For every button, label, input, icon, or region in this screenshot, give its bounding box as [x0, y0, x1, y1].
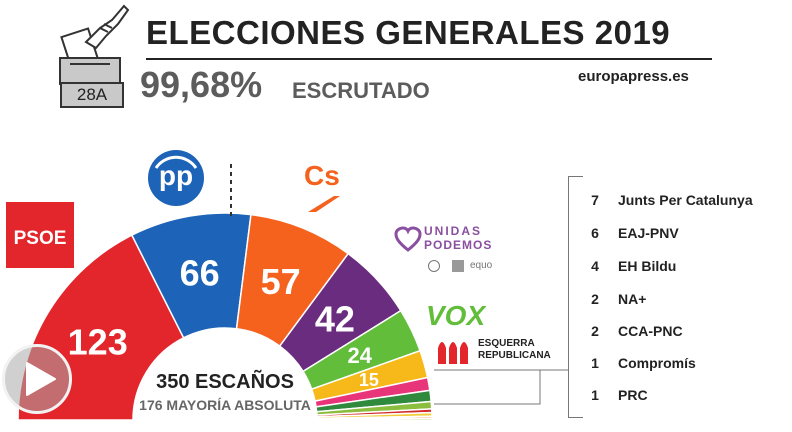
seat-count-label: 57: [261, 261, 301, 302]
podemos-logo-line1: UNIDAS: [424, 224, 483, 238]
list-item-seats: 1: [591, 355, 599, 371]
list-item-name: Junts Per Catalunya: [618, 192, 753, 208]
scrutiny-percentage: 99,68%: [140, 64, 263, 105]
cs-logo-mark: [308, 196, 340, 212]
others-bracket: [568, 176, 583, 418]
list-item-seats: 2: [591, 291, 599, 307]
list-item-name: PRC: [618, 387, 648, 403]
list-item-name: Compromís: [618, 355, 696, 371]
list-item-name: CCA-PNC: [618, 323, 683, 339]
pp-logo: pp: [148, 150, 204, 206]
circle-icon: [428, 260, 440, 272]
psoe-logo-text: PSOE: [13, 228, 67, 249]
erc-logo: ESQUERRA REPUBLICANA: [436, 334, 556, 368]
list-item-seats: 6: [591, 225, 599, 241]
pp-logo-arc: [154, 155, 198, 169]
equo-logo-text: equo: [470, 260, 493, 271]
seat-count-label: 123: [68, 322, 128, 363]
seat-count-label: 66: [180, 253, 220, 294]
heart-icon: [394, 226, 422, 252]
list-item-seats: 2: [591, 323, 599, 339]
list-item-name: EAJ-PNV: [618, 225, 679, 241]
list-item-name: NA+: [618, 291, 647, 307]
source-text: europapress.es: [578, 68, 689, 85]
cs-logo-text: Cs: [304, 160, 340, 191]
title-divider: [146, 58, 712, 60]
seat-count-label: 24: [347, 343, 372, 368]
list-item-seats: 1: [591, 387, 599, 403]
list-item-name: EH Bildu: [618, 258, 677, 274]
list-item: 6 EAJ-PNV: [588, 225, 788, 255]
scrutiny-label: ESCRUTADO: [292, 78, 430, 103]
ballot-box-icon: [59, 4, 130, 85]
majority-label: 176 MAYORÍA ABSOLUTA: [139, 397, 311, 413]
podemos-logo-line2: PODEMOS: [424, 238, 493, 252]
seat-segment-prc: [316, 417, 433, 421]
list-item: 1 Compromís: [588, 355, 788, 385]
list-item: 2 NA+: [588, 291, 788, 321]
vox-logo: VOX: [426, 300, 486, 331]
list-item: 4 EH Bildu: [588, 258, 788, 288]
psoe-logo: PSOE: [6, 202, 74, 268]
erc-logo-line2: REPUBLICANA: [478, 350, 551, 361]
play-icon: [26, 362, 56, 396]
list-item: 2 CCA-PNC: [588, 323, 788, 353]
seat-count-label: 15: [359, 370, 379, 390]
cs-logo: Cs: [302, 160, 362, 216]
total-seats-label: 350 ESCAÑOS: [156, 370, 294, 393]
erc-logo-line1: ESQUERRA: [478, 338, 535, 349]
erc-stripes-icon: [438, 342, 468, 364]
list-item-seats: 4: [591, 258, 599, 274]
list-item: 1 PRC: [588, 387, 788, 417]
ic-logo-icon: [452, 260, 464, 272]
seat-count-label: 42: [315, 299, 355, 340]
podemos-logo: UNIDAS PODEMOS equo: [394, 222, 504, 278]
source-link[interactable]: europapress.es: [578, 68, 689, 85]
play-button[interactable]: [2, 344, 72, 414]
others-connector: [434, 369, 568, 405]
list-item: 7 Junts Per Catalunya: [588, 192, 788, 222]
list-item-seats: 7: [591, 192, 599, 208]
pp-logo-text: pp: [158, 160, 194, 191]
ballot-date-label: 28A: [60, 82, 124, 108]
page-title: ELECCIONES GENERALES 2019: [146, 14, 671, 51]
